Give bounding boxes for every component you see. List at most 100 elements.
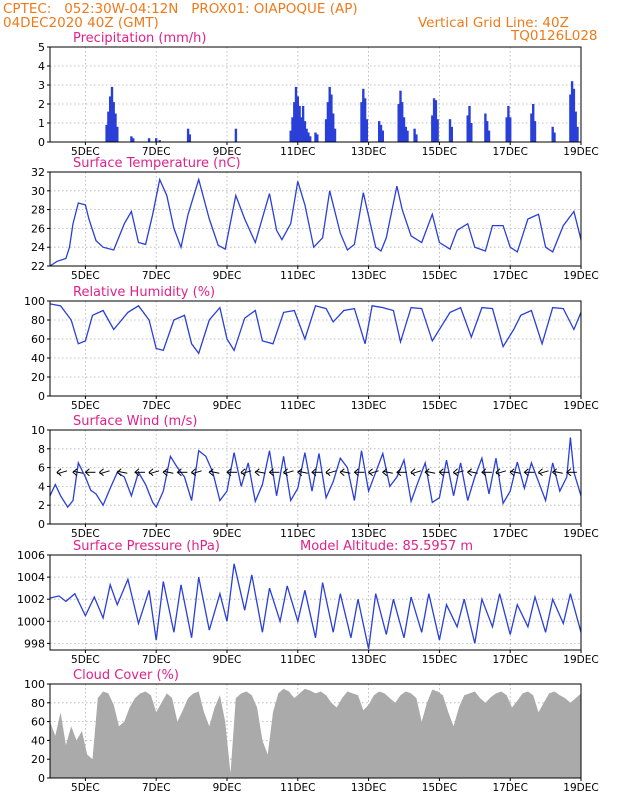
temperature-xtick-label: 7DEC	[142, 270, 171, 282]
precipitation-bar	[404, 126, 407, 142]
precipitation-bar	[378, 121, 381, 142]
wind-ytick-label: 6	[38, 462, 45, 475]
wind-arrow-head	[495, 468, 501, 477]
wind-arrow-head	[339, 468, 345, 477]
wind-arrow-head	[452, 468, 458, 477]
wind-ytick-label: 2	[38, 499, 45, 512]
wind-arrow-head	[382, 468, 388, 477]
precipitation-bar	[360, 102, 363, 142]
humidity-ytick-label: 60	[31, 333, 45, 346]
wind-arrow	[297, 470, 308, 474]
cloud-xtick-label: 9DEC	[213, 782, 242, 794]
run-date: 04DEC2020 40Z (GMT)	[3, 15, 159, 31]
precipitation-bar	[572, 88, 576, 142]
precipitation-bar	[381, 130, 384, 142]
precipitation-bar	[551, 126, 554, 142]
precipitation-bar	[132, 138, 135, 142]
wind-arrow-head	[410, 468, 416, 477]
temperature-frame	[49, 171, 582, 267]
wind-title: Surface Wind (m/s)	[73, 414, 197, 429]
humidity-ytick-label: 20	[31, 371, 45, 384]
precipitation-bar	[362, 88, 365, 142]
precipitation-xtick-label: 9DEC	[213, 146, 242, 158]
temperature-xtick-label: 9DEC	[213, 270, 242, 282]
wind-arrow	[382, 470, 393, 474]
wind-arrow-head	[72, 468, 78, 477]
humidity-xtick-label: 11DEC	[280, 400, 315, 412]
cloud-ytick-label: 40	[31, 734, 45, 747]
precipitation-bar	[314, 132, 317, 142]
wind-arrow-head	[297, 468, 303, 477]
pressure-line	[49, 563, 582, 650]
precipitation-bar	[468, 105, 471, 142]
precipitation-ytick-label: 4	[38, 60, 45, 73]
model-code: TQ0126L028	[511, 28, 598, 44]
wind-xtick-label: 17DEC	[492, 528, 527, 540]
wind-arrow	[552, 470, 563, 474]
precipitation-bar	[298, 105, 301, 142]
temperature-ytick-label: 26	[31, 222, 45, 235]
cloud-ytick-label: 60	[31, 716, 45, 729]
humidity-xtick-label: 9DEC	[213, 400, 242, 412]
wind-xtick-label: 11DEC	[280, 528, 315, 540]
precipitation-xtick-label: 17DEC	[492, 146, 527, 158]
precipitation-bar	[413, 128, 416, 142]
precipitation-bar	[434, 100, 438, 142]
precipitation-bar	[399, 90, 402, 142]
temperature-ytick-label: 22	[31, 260, 45, 273]
pressure-ytick-label: 1006	[17, 549, 45, 562]
pressure-ytick-label: 1000	[17, 615, 45, 628]
humidity-line	[49, 303, 582, 355]
wind-arrow-head	[325, 468, 331, 477]
precipitation-xtick-label: 13DEC	[351, 146, 386, 158]
temperature-ytick-label: 30	[31, 185, 45, 198]
wind-arrow-head	[148, 468, 154, 477]
precipitation-bar	[110, 86, 114, 142]
temperature-xtick-label: 15DEC	[422, 270, 457, 282]
pressure-ytick-label: 1004	[17, 571, 45, 584]
precipitation-bar	[293, 102, 296, 142]
precipitation-bar	[158, 140, 161, 142]
wind-arrow-head	[56, 468, 62, 477]
precipitation-bar	[116, 126, 119, 142]
temperature-xtick-label: 17DEC	[492, 270, 527, 282]
chart-header: CPTEC: 052:30W-04:12N PROX01: OIAPOQUE (…	[0, 0, 618, 46]
wind-arrow-head	[438, 468, 444, 477]
wind-arrow-head	[268, 468, 274, 477]
temperature-ytick-label: 28	[31, 204, 45, 217]
precipitation-bar	[147, 138, 151, 142]
precipitation-frame	[49, 46, 582, 143]
precipitation-ytick-label: 2	[38, 98, 45, 111]
cloud-ytick-label: 20	[31, 753, 45, 766]
precipitation-bar	[436, 119, 439, 142]
wind-arrow-head	[190, 468, 196, 477]
cloud-xtick-label: 11DEC	[280, 782, 315, 794]
wind-xtick-label: 7DEC	[142, 528, 171, 540]
pressure-xtick-label: 5DEC	[71, 654, 100, 666]
precipitation-bar	[470, 123, 473, 142]
precipitation-bar	[326, 102, 330, 142]
precipitation-bar	[486, 121, 489, 142]
precipitation-xtick-label: 7DEC	[142, 146, 171, 158]
precipitation-bar	[363, 98, 367, 142]
pressure-xtick-label: 9DEC	[213, 654, 242, 666]
station-title: CPTEC: 052:30W-04:12N PROX01: OIAPOQUE (…	[3, 1, 358, 17]
humidity-xtick-label: 15DEC	[422, 400, 457, 412]
cloud-ytick-label: 100	[24, 678, 45, 691]
precipitation-bar	[291, 117, 294, 142]
wind-ytick-label: 8	[38, 443, 45, 456]
cloud-frame	[49, 683, 582, 779]
precipitation-bar	[402, 117, 406, 142]
wind-arrow	[117, 470, 128, 474]
precipitation-bar	[415, 134, 418, 142]
wind-xtick-label: 19DEC	[563, 528, 598, 540]
precipitation-bar	[365, 119, 368, 142]
cloud-xtick-label: 15DEC	[422, 782, 457, 794]
humidity-xtick-label: 5DEC	[71, 400, 100, 412]
humidity-ytick-label: 0	[38, 390, 45, 403]
cloud-title: Cloud Cover (%)	[73, 668, 179, 683]
wind-arrow-head	[254, 468, 260, 477]
precipitation-bar	[316, 134, 319, 142]
wind-arrow-head	[466, 468, 473, 477]
